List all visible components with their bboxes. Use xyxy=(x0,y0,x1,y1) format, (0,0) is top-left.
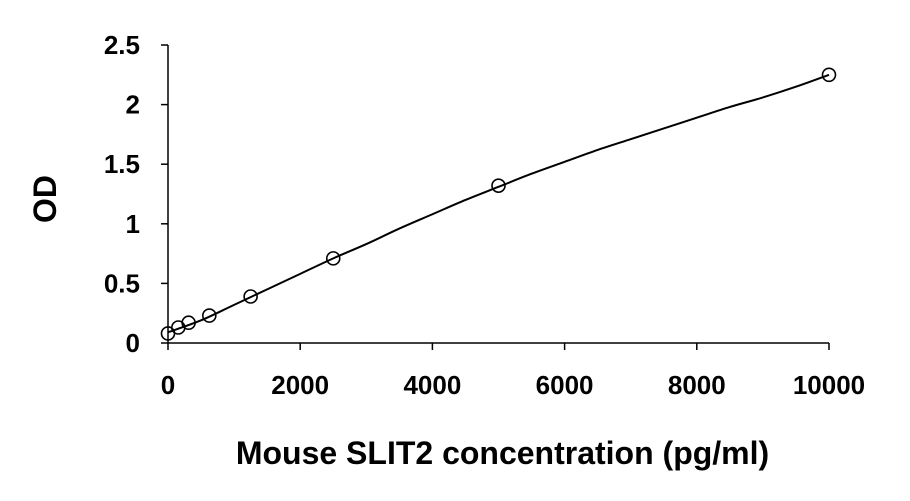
x-tick-label: 2000 xyxy=(271,370,329,400)
data-point xyxy=(181,315,196,331)
x-tick-label: 8000 xyxy=(668,370,726,400)
x-tick-label: 4000 xyxy=(403,370,461,400)
data-point xyxy=(821,67,837,83)
data-points xyxy=(160,67,837,341)
data-point xyxy=(325,251,341,266)
y-axis-title: OD xyxy=(27,175,63,223)
y-tick-label: 2 xyxy=(126,90,140,120)
y-tick-label: 1 xyxy=(126,209,140,239)
axes xyxy=(167,45,829,344)
fit-curve-line xyxy=(167,73,830,334)
data-point xyxy=(243,289,258,304)
x-tick-label: 10000 xyxy=(793,370,865,400)
y-tick-label: 2.5 xyxy=(104,30,140,60)
x-axis-title: Mouse SLIT2 concentration (pg/ml) xyxy=(236,435,769,471)
y-tick-label: 0.5 xyxy=(104,268,140,298)
y-tick-label: 0 xyxy=(126,328,140,358)
data-point xyxy=(491,178,506,193)
y-tick-label: 1.5 xyxy=(104,149,140,179)
x-tick-label: 0 xyxy=(161,370,175,400)
data-point xyxy=(202,308,217,323)
tick-labels: 0 0.5 1 1.5 2 2.5 0 2000 4000 6000 8000 10000 xyxy=(104,30,865,400)
x-tick-label: 6000 xyxy=(536,370,594,400)
ticks xyxy=(161,44,830,350)
